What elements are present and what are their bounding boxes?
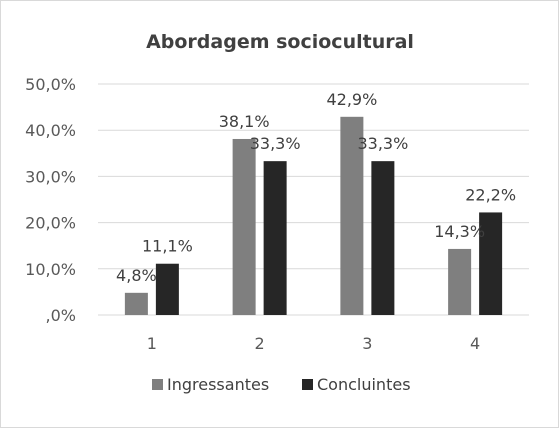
chart-title: Abordagem sociocultural xyxy=(146,31,414,53)
bar-concluintes-2 xyxy=(263,161,287,315)
x-axis-ticks: 1 2 3 4 xyxy=(147,334,480,353)
legend-swatch-concluintes xyxy=(302,379,313,390)
data-label-ingressantes-4: 14,3% xyxy=(434,222,485,241)
bar-concluintes-1 xyxy=(155,263,179,315)
legend-label-concluintes: Concluintes xyxy=(317,375,411,394)
bar-ingressantes-2 xyxy=(232,138,256,315)
data-labels: 4,8% 11,1% 38,1% 33,3% 42,9% 33,3% 14,3% 22,2% xyxy=(116,90,516,285)
y-tick-label: 20,0% xyxy=(25,214,76,233)
legend: Ingressantes Concluintes xyxy=(152,375,411,394)
bar-ingressantes-4 xyxy=(448,248,472,315)
legend-swatch-ingressantes xyxy=(152,379,163,390)
bar-ingressantes-3 xyxy=(340,116,364,315)
data-label-concluintes-4: 22,2% xyxy=(465,185,516,204)
bar-concluintes-4 xyxy=(479,212,503,315)
x-tick-label: 1 xyxy=(147,334,157,353)
y-tick-label: 30,0% xyxy=(25,167,76,186)
x-tick-label: 2 xyxy=(255,334,265,353)
y-tick-label: 40,0% xyxy=(25,121,76,140)
x-tick-label: 4 xyxy=(470,334,480,353)
x-tick-label: 3 xyxy=(362,334,372,353)
y-axis-ticks: ,0% 10,0% 20,0% 30,0% 40,0% 50,0% xyxy=(25,75,76,325)
data-label-concluintes-1: 11,1% xyxy=(142,237,193,256)
bar-concluintes-3 xyxy=(371,161,395,315)
y-tick-label: 10,0% xyxy=(25,260,76,279)
data-label-ingressantes-1: 4,8% xyxy=(116,266,157,285)
bars xyxy=(124,116,503,315)
y-tick-label: 50,0% xyxy=(25,75,76,94)
data-label-ingressantes-3: 42,9% xyxy=(326,90,377,109)
bar-ingressantes-1 xyxy=(124,292,148,315)
legend-label-ingressantes: Ingressantes xyxy=(167,375,269,394)
data-label-concluintes-2: 33,3% xyxy=(250,134,301,153)
y-tick-label: ,0% xyxy=(46,306,76,325)
data-label-ingressantes-2: 38,1% xyxy=(219,112,270,131)
data-label-concluintes-3: 33,3% xyxy=(357,134,408,153)
